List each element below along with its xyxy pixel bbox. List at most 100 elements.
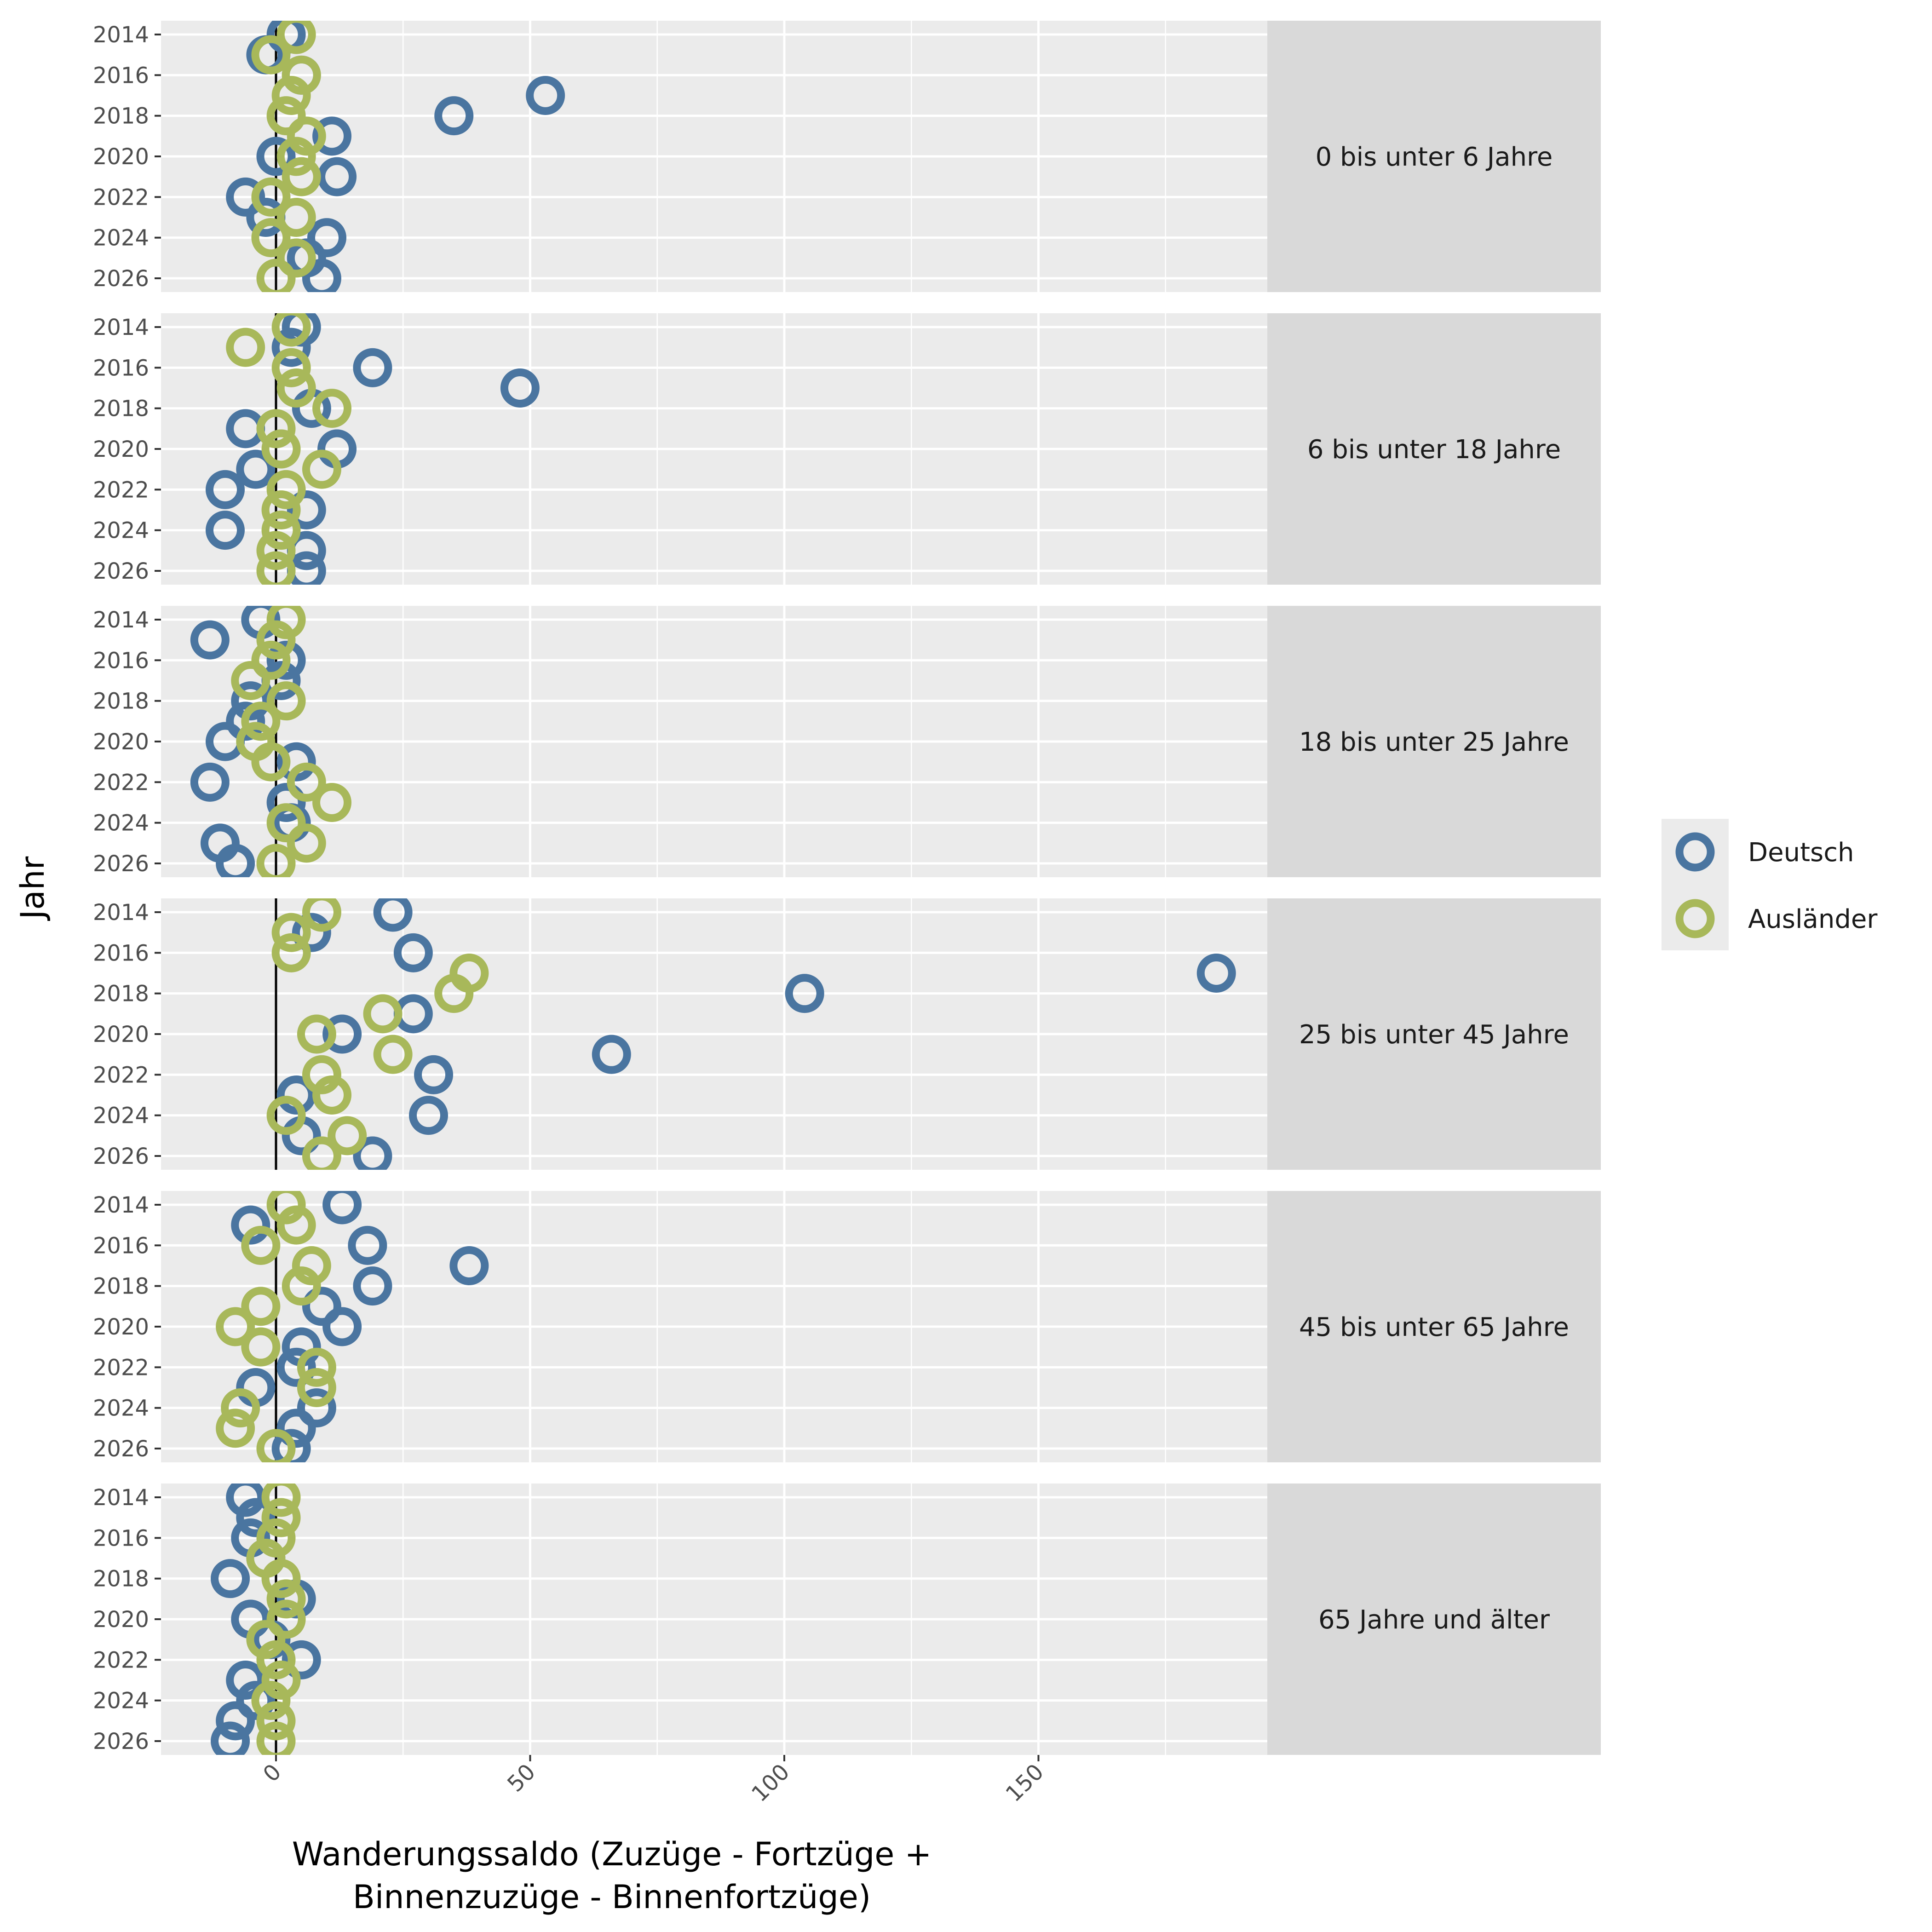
data-point-deutsch [785,974,824,1013]
data-point-auslaender [256,531,296,570]
facet-strip-label: 0 bis unter 6 Jahre [1316,142,1553,172]
y-tick-label: 2018 [93,981,149,1007]
y-tick-label: 2026 [93,266,149,292]
data-point-auslaender [282,1266,321,1306]
data-point-deutsch [297,1388,336,1428]
data-point-auslaender [271,76,311,115]
y-tick-label: 2020 [93,1022,149,1047]
data-point-auslaender [216,1307,255,1346]
data-point-deutsch [348,1225,387,1265]
data-point-deutsch [434,96,474,136]
facet-strip [1267,898,1601,1170]
x-tick-label: 50 [502,1759,540,1797]
facet-strip [1267,1484,1601,1755]
data-point-auslaender [256,620,296,660]
data-point-auslaender [302,898,341,932]
points [216,1191,489,1462]
data-point-deutsch [206,511,245,550]
data-point-deutsch [190,620,230,660]
facet-panel: 2014 2016 2018 2020 2022 2024 2026 18 bis unter… [93,606,1601,877]
data-point-auslaender [287,823,326,863]
data-point-deutsch [256,137,296,176]
points [211,1484,321,1755]
data-point-auslaender [266,1191,306,1225]
y-tick-label: 2016 [93,355,149,381]
data-point-deutsch [276,1075,316,1115]
x-axis-title-line-2: Binnenzuzüge - Binnenfortzüge) [353,1878,871,1916]
data-point-deutsch [322,1014,362,1054]
data-point-auslaender [297,1368,336,1407]
points [206,313,540,585]
data-point-auslaender [261,1498,301,1537]
data-point-auslaender [221,1388,260,1428]
y-tick-label: 2020 [93,1607,149,1633]
data-point-deutsch [526,76,565,115]
data-point-auslaender [297,1347,336,1387]
data-point-deutsch [409,1096,448,1135]
facet-strip-label: 45 bis unter 65 Jahre [1299,1312,1569,1342]
data-point-auslaender [261,1661,301,1700]
data-point-auslaender [276,21,316,54]
data-point-deutsch [414,1055,454,1094]
y-tick-label: 2014 [93,1192,149,1218]
data-point-auslaender [276,368,316,408]
data-point-deutsch [449,1246,489,1285]
data-point-auslaender [216,1409,255,1448]
data-point-auslaender [251,35,291,75]
y-tick-label: 2014 [93,900,149,926]
data-point-deutsch [312,116,352,156]
data-point-deutsch [353,348,392,387]
data-point-auslaender [266,96,306,136]
legend-label-auslaender: Ausländer [1748,904,1878,934]
data-point-auslaender [251,640,291,680]
data-point-auslaender [328,1116,367,1156]
data-point-deutsch [353,1266,392,1306]
facet-panels: 2014 2016 2018 2020 2022 2024 2026 0 bis unter … [93,21,1601,1755]
data-point-deutsch [236,449,276,489]
legend-key-deutsch [1675,832,1715,872]
data-point-auslaender [241,1225,281,1265]
x-axis: 0 50 100 150 [258,1755,1049,1807]
data-point-auslaender [256,844,296,877]
y-tick-label: 2022 [93,184,149,210]
y-tick-label: 2026 [93,558,149,584]
data-point-deutsch [302,259,341,292]
data-point-auslaender [271,913,311,952]
data-point-auslaender [282,55,321,95]
data-point-deutsch [276,742,316,782]
y-tick-label: 2020 [93,437,149,462]
data-point-auslaender [241,1327,281,1367]
data-point-auslaender [266,606,306,639]
y-tick-label: 2024 [93,1103,149,1129]
facet-panel: 2014 2016 2018 2020 2022 2024 2026 45 bis unter… [93,1191,1601,1462]
x-tick-label: 100 [747,1759,794,1807]
legend-label-deutsch: Deutsch [1748,838,1854,868]
y-tick-label: 2024 [93,225,149,251]
x-tick-label: 150 [1001,1759,1049,1807]
data-point-deutsch [211,1559,250,1598]
data-point-auslaender [276,137,316,176]
data-point-deutsch [271,328,311,367]
x-axis-title-line-1: Wanderungssaldo (Zuzüge - Fortzüge + [292,1835,932,1873]
facet-panel: 2014 2016 2018 2020 2022 2024 2026 25 bis unter… [93,898,1601,1170]
y-tick-label: 2016 [93,940,149,966]
data-point-deutsch [353,1136,392,1170]
data-point-deutsch [266,783,306,822]
y-tick-label: 2014 [93,1485,149,1511]
data-point-auslaender [271,348,311,387]
data-point-auslaender [256,1429,296,1462]
y-tick-label: 2016 [93,648,149,673]
data-point-deutsch [307,218,346,258]
data-point-auslaender [271,933,311,972]
y-tick-label: 2018 [93,1566,149,1592]
y-tick-label: 2024 [93,518,149,544]
data-point-auslaender [256,1518,296,1558]
data-point-auslaender [297,1014,336,1054]
facet-strip [1267,21,1601,292]
facet-panel: 2014 2016 2018 2020 2022 2024 2026 65 Jahre und… [93,1484,1601,1755]
data-point-deutsch [236,1681,276,1720]
facet-strip-label: 6 bis unter 18 Jahre [1307,435,1561,465]
data-point-auslaender [302,1136,341,1170]
data-point-auslaender [256,1701,296,1741]
data-point-auslaender [266,1579,306,1619]
